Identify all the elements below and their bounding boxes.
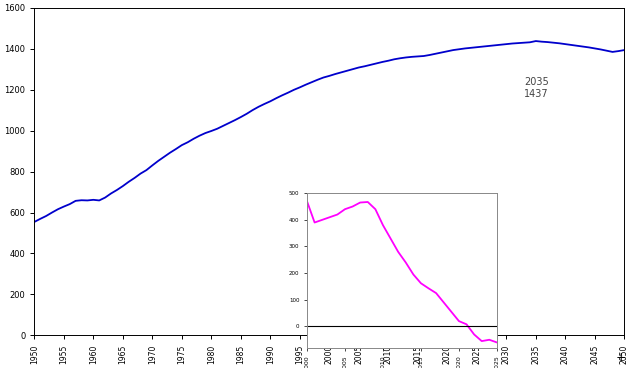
- Text: +: +: [616, 351, 627, 364]
- Text: 2035
1437: 2035 1437: [524, 77, 549, 99]
